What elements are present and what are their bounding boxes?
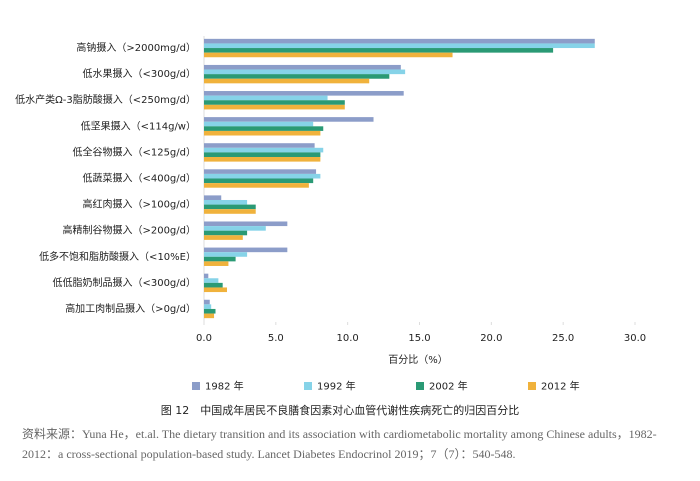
bar: [204, 157, 321, 162]
bar: [204, 64, 401, 70]
bar: [204, 121, 314, 127]
bar: [204, 95, 328, 101]
x-tick-label: 10.0: [337, 333, 359, 344]
y-tick-label: 高精制谷物摄入（>200g/d）: [62, 224, 196, 237]
bar: [204, 100, 345, 105]
legend-swatch: [416, 382, 424, 390]
bar: [204, 91, 404, 96]
legend-swatch: [528, 382, 536, 390]
bar: [204, 183, 309, 188]
bar: [204, 104, 345, 110]
y-tick-label: 低全谷物摄入（<125g/d）: [72, 145, 196, 158]
bar: [204, 209, 256, 214]
x-tick-label: 30.0: [624, 333, 646, 344]
bar: [204, 313, 215, 319]
bar: [204, 235, 243, 240]
caption: 图 12 中国成年居民不良膳食因素对心血管代谢性疾病死亡的归因百分比: [161, 403, 520, 417]
bar: [204, 78, 370, 84]
bar: [204, 261, 229, 266]
y-tick-label: 高红肉摄入（>100g/d）: [82, 198, 196, 211]
x-tick-label: 0.0: [196, 333, 212, 344]
bar: [204, 287, 227, 293]
chart: 百分比（%） 图 12 中国成年居民不良膳食因素对心血管代谢性疾病死亡的归因百分…: [15, 36, 646, 417]
bar: [204, 195, 222, 200]
x-tick-label: 20.0: [480, 333, 502, 344]
y-tick-label: 低坚果摄入（<114g/w）: [81, 119, 196, 132]
bar: [204, 226, 266, 231]
x-tick-label: 15.0: [408, 333, 430, 344]
bar: [204, 230, 248, 236]
bar: [204, 282, 223, 288]
bar: [204, 252, 248, 257]
bar: [204, 173, 321, 179]
legend-swatch: [304, 382, 312, 390]
bar: [204, 204, 256, 210]
x-tick-label: 25.0: [552, 333, 574, 344]
bar: [204, 52, 453, 58]
bar: [204, 304, 212, 309]
x-tick-label: 5.0: [268, 333, 284, 344]
legend-label: 2012 年: [541, 380, 580, 393]
y-tick-label: 低多不饱和脂肪酸摄入（<10%E）: [39, 250, 196, 263]
bar: [204, 169, 317, 174]
bar: [204, 221, 288, 227]
bar: [204, 178, 314, 184]
bar: [204, 130, 321, 136]
source: 资料来源：Yuna He，et.al. The dietary transiti…: [22, 427, 657, 461]
bar: [204, 126, 324, 131]
bar: [204, 48, 554, 53]
bar: [204, 278, 219, 283]
y-tick-label: 低蔬菜摄入（<400g/d）: [82, 172, 196, 185]
bar: [204, 256, 236, 262]
bar: [204, 117, 374, 122]
bar: [204, 143, 315, 148]
legend-label: 2002 年: [429, 380, 468, 393]
bar: [204, 308, 216, 314]
bar: [204, 69, 406, 75]
bar: [204, 273, 209, 279]
bar: [204, 247, 288, 253]
bar: [204, 38, 595, 44]
bar: [204, 299, 210, 305]
y-tick-label: 低水果摄入（<300g/d）: [82, 67, 196, 80]
bar: [204, 147, 324, 153]
legend-label: 1982 年: [205, 380, 244, 393]
bar: [204, 43, 595, 49]
bar: [204, 74, 390, 79]
x-axis-label: 百分比（%）: [388, 354, 448, 366]
y-tick-label: 低水产类Ω-3脂肪酸摄入（<250mg/d）: [15, 93, 196, 106]
legend-label: 1992 年: [317, 380, 356, 393]
bar: [204, 199, 248, 205]
legend-swatch: [192, 382, 200, 390]
y-tick-label: 高钠摄入（>2000mg/d）: [76, 41, 196, 54]
y-tick-label: 低低脂奶制品摄入（<300g/d）: [52, 276, 196, 289]
y-tick-label: 高加工肉制品摄入（>0g/d）: [65, 302, 196, 315]
bar: [204, 152, 321, 158]
